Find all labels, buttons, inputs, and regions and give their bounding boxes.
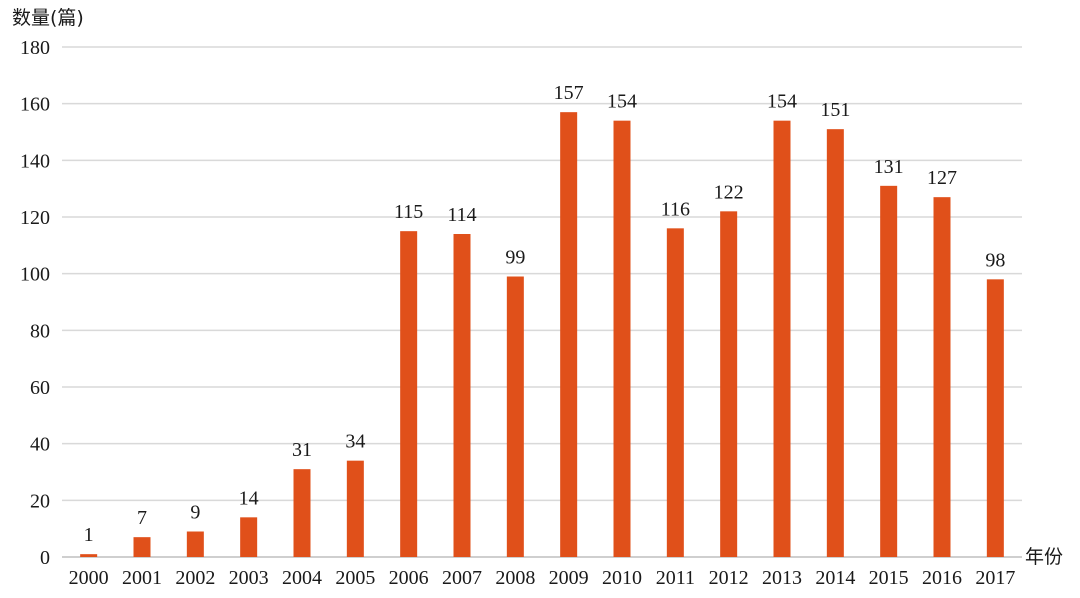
bar (293, 469, 311, 557)
y-tick-label: 80 (30, 320, 50, 342)
bars (80, 112, 1004, 558)
bar (773, 120, 791, 558)
bar (133, 537, 151, 557)
data-label: 151 (820, 99, 850, 121)
bar (80, 554, 98, 557)
bar (826, 129, 844, 557)
x-axis-tick-labels: 2000 2001 2002 2003 2004 2005 2006 2007 2008 2009… (69, 567, 1016, 589)
x-tick-label: 2012 (709, 567, 749, 589)
x-tick-label: 2004 (282, 567, 322, 589)
bar (400, 231, 418, 557)
x-tick-label: 2008 (495, 567, 535, 589)
data-label: 116 (661, 198, 690, 220)
data-label: 127 (927, 167, 957, 189)
x-tick-label: 2015 (869, 567, 909, 589)
x-tick-label: 2001 (122, 567, 162, 589)
y-tick-label: 180 (20, 37, 50, 59)
bar (720, 211, 738, 558)
x-tick-label: 2000 (69, 567, 109, 589)
bar (186, 531, 204, 557)
bar (240, 517, 258, 557)
y-tick-label: 20 (30, 490, 50, 512)
x-tick-label: 2005 (335, 567, 375, 589)
data-label: 131 (874, 156, 904, 178)
data-label: 157 (554, 82, 584, 104)
data-label: 9 (190, 502, 200, 524)
data-label: 99 (505, 247, 525, 269)
data-label: 122 (714, 181, 744, 203)
x-tick-label: 2009 (549, 567, 589, 589)
bar (506, 276, 524, 557)
bar (453, 234, 471, 557)
data-label: 1 (84, 524, 94, 546)
x-tick-label: 2014 (815, 567, 855, 589)
data-label: 34 (345, 431, 365, 453)
bar (560, 112, 578, 558)
x-tick-label: 2010 (602, 567, 642, 589)
data-label: 14 (239, 487, 259, 509)
data-labels: 1 7 9 14 31 34 115 114 99 157 154 116 122 154 151 131 12… (84, 82, 1006, 546)
bar (933, 197, 951, 557)
bar (346, 460, 364, 557)
x-tick-label: 2013 (762, 567, 802, 589)
bar (880, 185, 898, 558)
bar (613, 120, 631, 558)
bar (986, 279, 1004, 557)
x-tick-label: 2003 (229, 567, 269, 589)
data-label: 154 (767, 91, 797, 113)
y-tick-label: 140 (20, 150, 50, 172)
data-label: 98 (985, 249, 1005, 271)
gridlines (62, 46, 1022, 558)
y-tick-label: 60 (30, 377, 50, 399)
data-label: 7 (137, 507, 147, 529)
x-tick-label: 2016 (922, 567, 962, 589)
bar (666, 228, 684, 558)
x-tick-label: 2002 (175, 567, 215, 589)
x-tick-label: 2006 (389, 567, 429, 589)
x-axis-title: 年份 (1025, 546, 1063, 568)
data-label: 115 (394, 201, 423, 223)
data-label: 114 (447, 204, 476, 226)
y-tick-label: 40 (30, 434, 50, 456)
y-tick-label: 100 (20, 264, 50, 286)
y-tick-label: 0 (40, 547, 50, 569)
x-tick-label: 2017 (975, 567, 1015, 589)
y-axis-tick-labels: 0 20 40 60 80 100 120 140 160 180 (20, 37, 50, 569)
data-label: 31 (292, 439, 312, 461)
y-axis-title: 数量(篇) (12, 7, 84, 29)
data-label: 154 (607, 91, 637, 113)
y-tick-label: 160 (20, 94, 50, 116)
x-tick-label: 2007 (442, 567, 482, 589)
y-tick-label: 120 (20, 207, 50, 229)
x-tick-label: 2011 (656, 567, 695, 589)
